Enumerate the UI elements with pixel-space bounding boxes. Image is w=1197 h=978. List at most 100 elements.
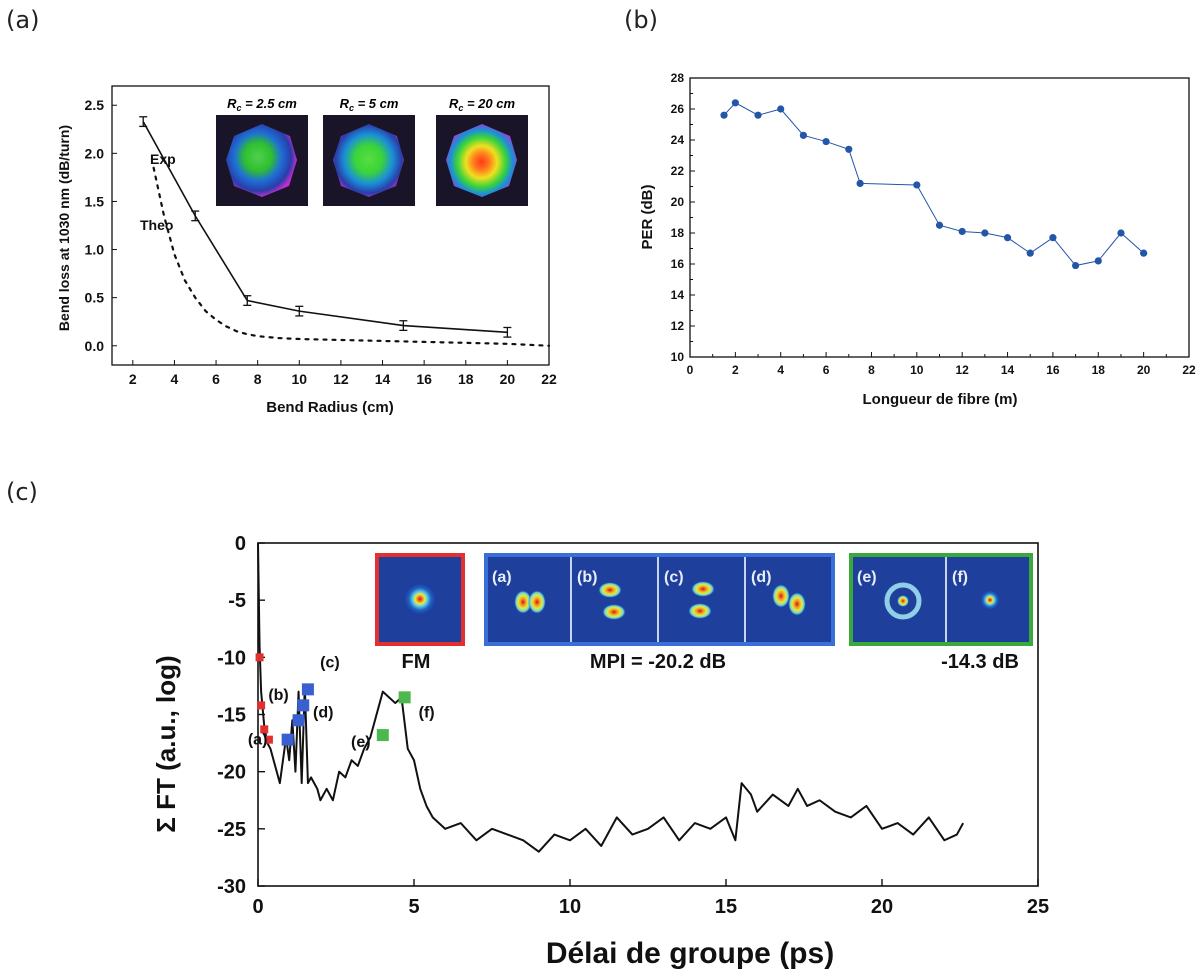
x-tick-label-c-0: 0: [252, 896, 263, 918]
x-tick-label-a-5: 12: [333, 371, 349, 387]
x-axis-label-c: Délai de groupe (ps): [546, 937, 834, 970]
y-tick-label-a-5: 2.5: [85, 97, 105, 113]
y-tick-label-a-0: 0.0: [85, 338, 105, 354]
x-tick-label-c-1: 5: [408, 896, 419, 918]
per-point-2: [754, 111, 762, 119]
y-tick-label-a-3: 1.5: [85, 193, 105, 209]
mode-e-ring: [884, 582, 922, 620]
x-tick-label-b-9: 18: [1092, 363, 1106, 377]
per-point-12: [1003, 234, 1012, 242]
exp-point-0: [139, 116, 148, 128]
exp-line: [142, 121, 508, 334]
x-tick-label-a-9: 20: [500, 371, 516, 387]
fm-marker-1: [257, 701, 266, 710]
per-point-8: [913, 181, 921, 189]
x-ticks-b: 0 2 4 6 8 10 12 14 16 18 20 22: [687, 352, 1196, 377]
mpi-label: MPI = -20.2 dB: [590, 651, 726, 673]
panel-label-c: (c): [6, 478, 38, 506]
x-tick-label-b-2: 4: [777, 363, 784, 377]
x-tick-label-a-2: 6: [212, 371, 220, 387]
per-point-11: [981, 229, 989, 237]
inset-fm: FM: [375, 553, 465, 673]
y-tick-label-c-6: -30: [217, 876, 246, 898]
y-tick-label-a-4: 2.0: [85, 145, 105, 161]
x-tick-label-a-6: 14: [375, 371, 391, 387]
peak-label-3: (d): [313, 704, 333, 721]
inset-mpi2-group: (e) (f) -14.3 dB: [849, 553, 1033, 673]
exp-point-1: [191, 210, 200, 222]
per-point-6: [845, 145, 853, 153]
y-axis-label-a: Bend loss at 1030 nm (dB/turn): [56, 125, 72, 331]
x-tick-label-a-10: 22: [541, 371, 557, 387]
x-tick-label-a-4: 10: [291, 371, 307, 387]
fm-label: FM: [402, 651, 431, 673]
mode-b-lobe-2: [602, 604, 626, 620]
per-point-5: [822, 137, 830, 146]
peak-marker-3: [297, 699, 310, 712]
ft-series: [257, 542, 964, 853]
peak-markers: [255, 653, 411, 746]
per-point-9: [935, 221, 944, 229]
y-tick-label-c-4: -20: [217, 762, 246, 784]
y-tick-label-b-8: 26: [671, 102, 685, 116]
x-tick-label-a-1: 4: [171, 371, 179, 387]
per-point-10: [958, 227, 966, 236]
x-tick-label-b-1: 2: [732, 363, 739, 377]
per-point-3: [777, 105, 785, 113]
inset-mode-1: [226, 124, 297, 197]
per-point-13: [1026, 249, 1034, 257]
exp-point-3: [295, 305, 304, 317]
peak-marker-5: [398, 691, 411, 704]
y-tick-label-b-3: 16: [671, 257, 685, 271]
mode-b-lobe-1: [598, 582, 622, 598]
inset-label-a: (a): [492, 569, 512, 586]
per-line: [723, 102, 1144, 267]
mode-a-lobe-2: [528, 590, 546, 614]
y-tick-label-b-6: 22: [671, 164, 685, 178]
per-point-15: [1071, 261, 1080, 270]
peak-marker-0: [281, 733, 294, 746]
y-ticks-c: 0 -5 -10 -15 -20 -25 -30: [217, 533, 265, 898]
x-ticks-c: 0 5 10 15 20 25: [252, 879, 1049, 918]
y-tick-label-b-7: 24: [671, 133, 685, 147]
y-tick-label-c-2: -10: [217, 647, 246, 669]
x-tick-label-b-7: 14: [1001, 363, 1015, 377]
theo-line: [152, 166, 551, 347]
chart-b: 0 2 4 6 8 10 12 14 16 18 20 22 10121416182022242628…: [639, 71, 1196, 408]
inset-mpi2-image: [849, 553, 1033, 646]
theo-series: [152, 166, 551, 347]
per-point-0: [720, 111, 728, 119]
chart-a: 2 4 6 8 10 12 14 16 18 20 22 0.0 0.5 1.0 1.5 2.0 2.5 Be…: [56, 85, 557, 416]
y-tick-label-c-0: 0: [235, 533, 246, 555]
x-tick-label-a-7: 16: [416, 371, 432, 387]
inset-label-b: (b): [577, 569, 597, 586]
inset-title-2: Rc = 5 cm: [340, 96, 399, 113]
x-tick-label-b-5: 10: [910, 363, 924, 377]
peak-label-1: (b): [268, 687, 288, 704]
peak-label-5: (f): [419, 704, 435, 721]
inset-rc-5: Rc = 5 cm: [323, 96, 415, 206]
inset-label-e: (e): [857, 569, 877, 586]
inset-title-3: Rc = 20 cm: [449, 96, 516, 113]
fm-marker-0: [255, 653, 264, 662]
ft-line: [257, 542, 964, 853]
per-point-4: [799, 131, 808, 139]
mode-c-lobe-1: [691, 581, 715, 597]
exp-point-5: [503, 326, 512, 338]
panel-label-b: (b): [624, 6, 658, 34]
peak-marker-1: [292, 714, 305, 727]
mode-d-lobe-2: [788, 592, 806, 616]
inset-title-1: Rc = 2.5 cm: [227, 96, 297, 113]
mode-e-core: [897, 595, 909, 607]
x-axis-label-a: Bend Radius (cm): [266, 399, 394, 416]
per-point-14: [1049, 234, 1057, 242]
x-tick-label-a-3: 8: [254, 371, 262, 387]
chart-c: 0 5 10 15 20 25 0 -5 -10 -15 -20 -25 -30 Délai de g…: [151, 533, 1049, 970]
x-tick-label-b-11: 22: [1182, 363, 1196, 377]
exp-point-4: [399, 320, 408, 332]
x-tick-label-b-0: 0: [687, 363, 694, 377]
x-tick-label-b-8: 16: [1046, 363, 1060, 377]
plot-frame-b: [689, 77, 1190, 358]
legend-exp-label: Exp: [150, 151, 176, 167]
